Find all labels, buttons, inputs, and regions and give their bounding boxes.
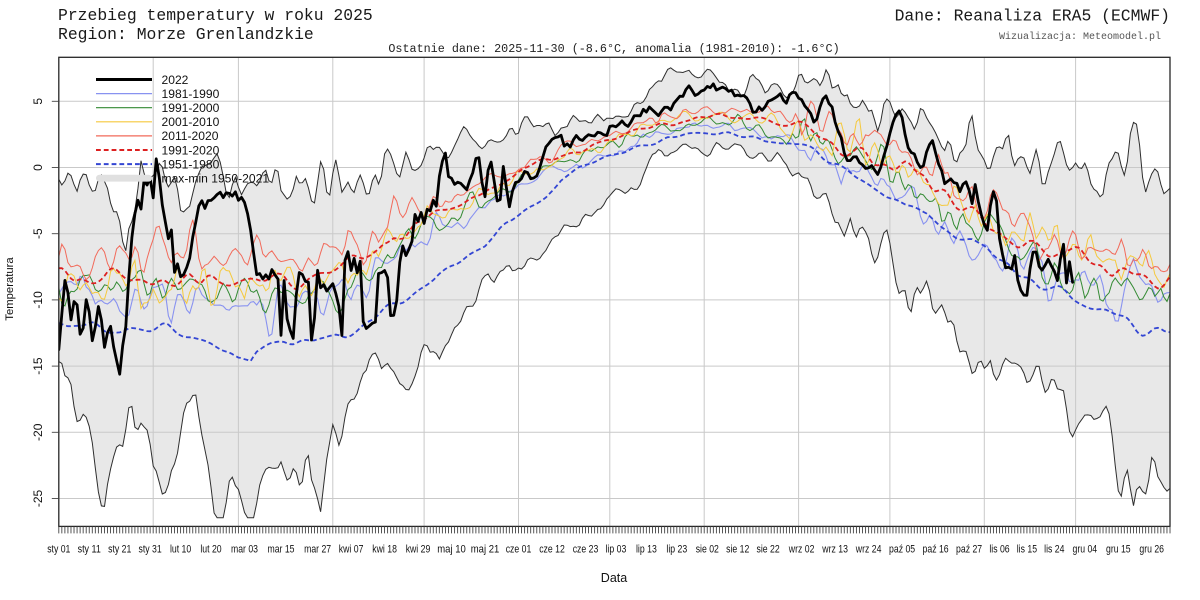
svg-text:sie 02: sie 02 (696, 544, 719, 556)
svg-text:lip 13: lip 13 (636, 544, 657, 556)
svg-text:Ostatnie dane: 2025-11-30 (-8.: Ostatnie dane: 2025-11-30 (-8.6°C, anoma… (388, 42, 839, 56)
svg-text:sie 22: sie 22 (757, 544, 780, 556)
svg-text:-20: -20 (31, 423, 45, 441)
svg-text:2001-2010: 2001-2010 (162, 115, 220, 129)
svg-text:Wizualizacja: Meteomodel.pl: Wizualizacja: Meteomodel.pl (999, 31, 1161, 43)
svg-text:Temperatura: Temperatura (4, 257, 16, 321)
svg-text:Przebieg temperatury w roku 20: Przebieg temperatury w roku 2025 (58, 6, 373, 25)
svg-text:0: 0 (31, 164, 45, 171)
svg-text:sty 21: sty 21 (108, 544, 131, 556)
svg-text:gru 26: gru 26 (1139, 544, 1164, 556)
svg-text:maj 10: maj 10 (437, 544, 466, 556)
svg-text:-10: -10 (31, 291, 45, 309)
svg-text:-25: -25 (31, 490, 45, 508)
svg-text:2011-2020: 2011-2020 (162, 129, 219, 143)
svg-text:-15: -15 (31, 357, 45, 375)
svg-text:lip 23: lip 23 (666, 544, 687, 556)
svg-text:wrz 13: wrz 13 (821, 544, 848, 556)
svg-text:gru 04: gru 04 (1073, 544, 1098, 556)
svg-text:mar 27: mar 27 (304, 544, 331, 556)
svg-text:1981-1990: 1981-1990 (162, 87, 220, 101)
svg-text:mar 03: mar 03 (231, 544, 258, 556)
svg-text:lut 20: lut 20 (200, 544, 221, 556)
svg-text:paź 05: paź 05 (889, 544, 915, 556)
svg-text:mar 15: mar 15 (268, 544, 295, 556)
svg-text:Data: Data (601, 571, 627, 585)
svg-text:cze 01: cze 01 (506, 544, 532, 556)
svg-text:maj 21: maj 21 (471, 544, 500, 556)
svg-text:lut 10: lut 10 (170, 544, 191, 556)
svg-text:paź 27: paź 27 (956, 544, 982, 556)
svg-text:5: 5 (31, 98, 45, 105)
svg-text:1991-2000: 1991-2000 (162, 101, 220, 115)
svg-text:cze 23: cze 23 (573, 544, 599, 556)
svg-text:1951-1980: 1951-1980 (162, 157, 220, 171)
svg-text:-5: -5 (31, 228, 45, 239)
svg-text:max-min 1950-2021: max-min 1950-2021 (162, 172, 270, 186)
svg-text:wrz 24: wrz 24 (855, 544, 882, 556)
svg-text:Region: Morze Grenlandzkie: Region: Morze Grenlandzkie (58, 25, 314, 44)
svg-text:wrz 02: wrz 02 (788, 544, 815, 556)
svg-text:sie 12: sie 12 (726, 544, 749, 556)
svg-text:lis 06: lis 06 (989, 544, 1009, 556)
svg-text:lis 15: lis 15 (1017, 544, 1037, 556)
svg-text:sty 01: sty 01 (47, 544, 70, 556)
svg-text:sty 11: sty 11 (78, 544, 101, 556)
svg-text:Dane: Reanaliza ERA5 (ECMWF): Dane: Reanaliza ERA5 (ECMWF) (895, 7, 1170, 26)
svg-text:kwi 18: kwi 18 (372, 544, 397, 556)
svg-text:paź 16: paź 16 (923, 544, 949, 556)
svg-text:kwi 07: kwi 07 (339, 544, 364, 556)
svg-text:gru 15: gru 15 (1106, 544, 1131, 556)
svg-text:1991-2020: 1991-2020 (162, 143, 220, 157)
svg-text:sty 31: sty 31 (139, 544, 162, 556)
svg-text:cze 12: cze 12 (539, 544, 565, 556)
svg-text:kwi 29: kwi 29 (406, 544, 431, 556)
svg-text:lis 24: lis 24 (1044, 544, 1064, 556)
svg-text:2022: 2022 (162, 73, 189, 87)
svg-text:lip 03: lip 03 (606, 544, 627, 556)
